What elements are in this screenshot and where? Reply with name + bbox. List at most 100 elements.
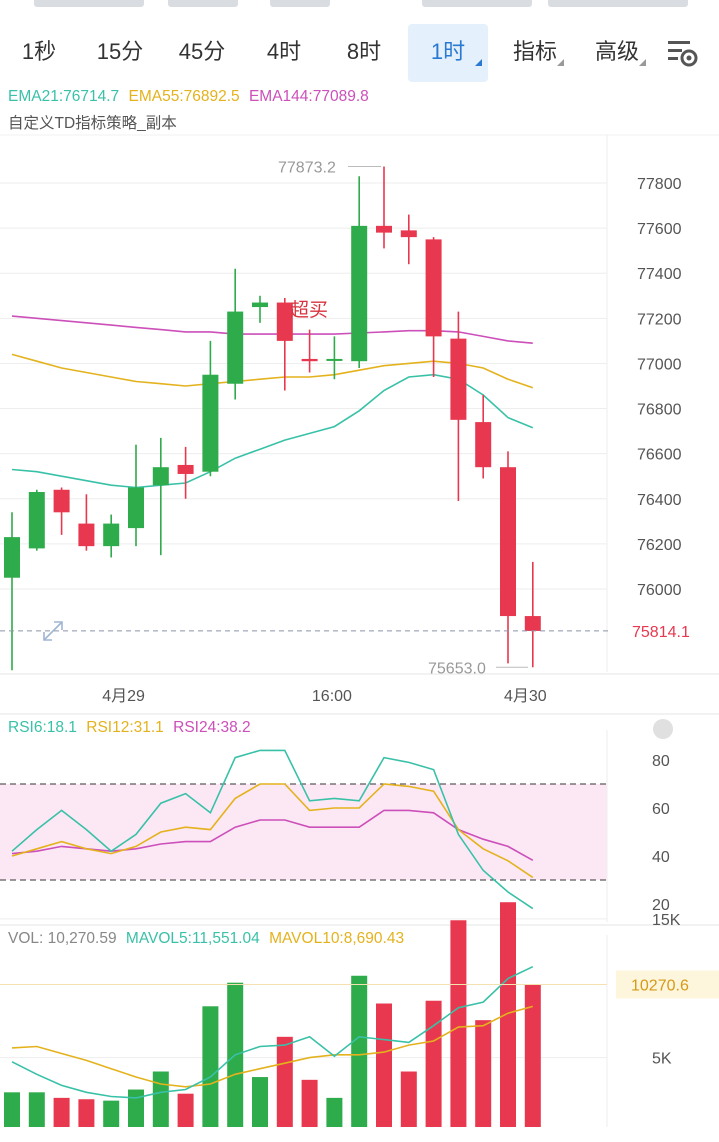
- indicator-name: 自定义TD指标策略_副本: [8, 115, 177, 132]
- volume-axis-tick: 15K: [652, 912, 681, 929]
- candle-body: [103, 523, 120, 547]
- ema144-legend: EMA144:77089.8: [248, 88, 369, 105]
- time-axis-label: 4月29: [102, 688, 145, 705]
- ema144-line: [11, 315, 533, 344]
- vol-legend: VOL: 10,270.59: [8, 930, 117, 947]
- ema55-legend: EMA55:76892.5: [128, 88, 240, 105]
- high-price-label: 77873.2: [278, 159, 336, 176]
- rsi12-line: [11, 783, 534, 879]
- candle-body: [500, 467, 516, 617]
- volume-bar: [28, 1092, 45, 1127]
- dropdown-triangle-icon: [475, 59, 482, 66]
- rsi-axis-tick: 60: [652, 801, 670, 818]
- rsi-axis-tick: 80: [652, 753, 670, 770]
- candle-body: [252, 302, 268, 308]
- candle-body: [78, 523, 95, 547]
- volume-bar: [301, 1079, 318, 1127]
- top-status-strip: [0, 0, 719, 14]
- price-axis-tick: 76800: [637, 402, 682, 419]
- rsi6-line: [11, 749, 534, 910]
- candle-body: [425, 239, 442, 337]
- current-volume-label: 10270.6: [631, 977, 689, 994]
- rsi-legend: RSI6:18.1 RSI12:31.1 RSI24:38.2: [8, 719, 256, 737]
- tab-8h[interactable]: 8时: [346, 39, 382, 64]
- volume-axis-tick: 5K: [652, 1051, 672, 1068]
- ema-legend: EMA21:76714.7 EMA55:76892.5 EMA144:77089…: [8, 88, 374, 106]
- low-price-label: 75653.0: [428, 660, 486, 677]
- tab-1s[interactable]: 1秒: [21, 39, 57, 64]
- tab-indicators[interactable]: 指标: [500, 24, 570, 82]
- candle-body: [276, 302, 293, 341]
- volume-bar: [103, 1100, 120, 1127]
- candle-body: [475, 422, 492, 468]
- time-axis-label: 4月30: [504, 688, 547, 705]
- volume-bar: [400, 1071, 417, 1127]
- price-axis-tick: 77000: [637, 356, 682, 373]
- ema21-line: [11, 373, 534, 489]
- mavol10-legend: MAVOL10:8,690.43: [269, 930, 405, 947]
- price-axis-tick: 76400: [637, 492, 682, 509]
- candle-body: [326, 358, 343, 361]
- candle-body: [450, 338, 467, 420]
- price-axis-tick: 77200: [637, 311, 682, 328]
- candle-body: [351, 225, 368, 362]
- volume-bar: [450, 920, 467, 1127]
- candle-body: [376, 225, 392, 233]
- mavol5-line: [11, 965, 534, 1099]
- tab-advanced[interactable]: 高级: [582, 24, 652, 82]
- candle-body: [28, 492, 45, 549]
- ema55-line: [11, 353, 534, 389]
- current-price-label: 75814.1: [632, 624, 690, 641]
- tab-45m[interactable]: 45分: [178, 39, 226, 64]
- expand-icon-stroke: [54, 621, 63, 630]
- candle-body: [301, 358, 318, 362]
- ema21-legend: EMA21:76714.7: [8, 88, 120, 105]
- price-axis-tick: 76600: [637, 447, 682, 464]
- price-axis-tick: 77600: [637, 221, 682, 238]
- rsi-axis-tick: 40: [652, 849, 670, 866]
- candle-body: [152, 467, 169, 486]
- volume-bar: [376, 1003, 392, 1127]
- rsi6-legend: RSI6:18.1: [8, 719, 77, 736]
- price-axis-tick: 76200: [637, 537, 682, 554]
- timeframe-tabs: 1秒 15分 45分 4时 8时 1时 指标 高级: [0, 24, 719, 82]
- candle-body: [128, 487, 144, 529]
- volume-bar: [202, 1006, 219, 1127]
- expand-icon-stroke: [43, 621, 63, 641]
- mavol10-line: [11, 1005, 534, 1088]
- volume-bar: [252, 1077, 268, 1127]
- price-axis-tick: 76000: [637, 582, 682, 599]
- volume-bar: [500, 902, 516, 1127]
- time-axis-label: 16:00: [312, 688, 352, 705]
- expand-icon: [43, 621, 63, 641]
- volume-bar: [524, 984, 541, 1127]
- volume-legend: VOL: 10,270.59 MAVOL5:11,551.04 MAVOL10:…: [8, 930, 409, 948]
- volume-bar: [152, 1071, 169, 1127]
- current-price-label-bg: [610, 616, 719, 645]
- candle-body: [4, 537, 20, 578]
- candle-body: [202, 374, 219, 472]
- tab-15m[interactable]: 15分: [96, 39, 144, 64]
- expand-icon-stroke: [43, 632, 52, 641]
- candle-body: [524, 616, 541, 631]
- dropdown-triangle-icon: [557, 59, 564, 66]
- dropdown-triangle-icon: [639, 59, 646, 66]
- volume-bar: [326, 1097, 343, 1127]
- current-volume-label-bg: [616, 970, 719, 999]
- candle-body: [53, 489, 70, 513]
- candle-body: [227, 311, 244, 384]
- candle-body: [177, 464, 194, 474]
- rsi24-legend: RSI24:38.2: [173, 719, 251, 736]
- rsi-axis-tick: 20: [652, 897, 670, 914]
- volume-bar: [351, 975, 368, 1127]
- tab-1h[interactable]: 1时: [408, 24, 488, 82]
- candle-body: [400, 230, 417, 238]
- k-badge-icon: [653, 719, 673, 739]
- chart-settings-icon[interactable]: [664, 36, 702, 70]
- volume-bar: [276, 1036, 293, 1127]
- volume-bar: [475, 1020, 492, 1127]
- volume-bar: [53, 1097, 70, 1127]
- tab-4h[interactable]: 4时: [266, 39, 302, 64]
- price-axis-tick: 77400: [637, 266, 682, 283]
